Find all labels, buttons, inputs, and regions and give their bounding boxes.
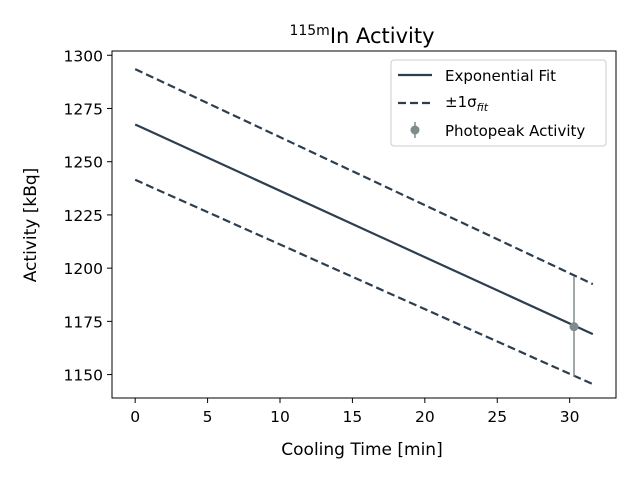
- legend-sigma-label: ±1σfit: [445, 93, 489, 114]
- fit-line: [134, 123, 594, 336]
- y-axis: 1150 1175 1200 1225 1250 1275 1300: [64, 47, 112, 385]
- legend-point-marker: [410, 125, 420, 135]
- y-tick-label: 1150: [64, 367, 103, 385]
- x-tick-label: 15: [343, 408, 363, 426]
- y-tick-label: 1300: [64, 47, 103, 65]
- legend-point-label: Photopeak Activity: [445, 122, 585, 140]
- x-tick-label: 5: [203, 408, 213, 426]
- plot-frame: [111, 50, 617, 399]
- x-tick-label: 0: [130, 408, 140, 426]
- chart-title-superscript: 115m: [289, 23, 329, 39]
- y-tick-label: 1175: [64, 313, 103, 331]
- x-tick-label: 25: [487, 408, 507, 426]
- x-tick-label: 20: [415, 408, 435, 426]
- x-axis: 0 5 10 15 20 25 30: [130, 398, 580, 426]
- x-axis-label: Cooling Time [min]: [281, 440, 442, 460]
- y-tick-label: 1200: [64, 260, 103, 278]
- legend-sigma-sub: fit: [477, 101, 489, 114]
- y-tick-label: 1225: [64, 207, 103, 225]
- x-tick-label: 30: [560, 408, 580, 426]
- legend-fit-label: Exponential Fit: [445, 67, 556, 85]
- y-axis-label: Activity [kBq]: [21, 168, 41, 283]
- y-tick-label: 1250: [64, 154, 103, 172]
- plot-area: [134, 68, 594, 386]
- photopeak-point: [569, 322, 579, 332]
- y-tick-label: 1275: [64, 100, 103, 118]
- legend-sigma-main: ±1σ: [445, 93, 477, 111]
- legend-box: [390, 59, 607, 147]
- x-tick-label: 10: [270, 408, 290, 426]
- sigma-upper-line: [134, 68, 594, 286]
- chart-title: 115mIn Activity: [289, 23, 434, 48]
- legend: Exponential Fit ±1σfit Photopeak Activit…: [390, 59, 607, 147]
- sigma-lower-line: [134, 178, 594, 386]
- chart-title-main: In Activity: [330, 24, 435, 48]
